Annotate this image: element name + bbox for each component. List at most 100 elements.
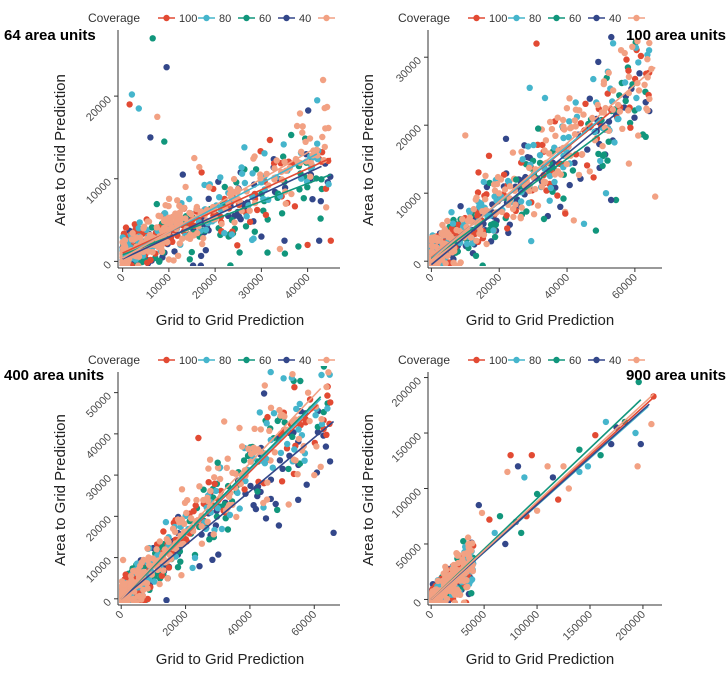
- point-last: [190, 232, 197, 239]
- point-40: [189, 262, 197, 266]
- point-last: [429, 594, 435, 601]
- point-last: [198, 540, 206, 547]
- panel-1: 0 10000 20000 30000 40000 0 10000 20000 Grid to …: [4, 11, 340, 329]
- point-100: [324, 392, 331, 399]
- point-80: [217, 174, 224, 181]
- point-last: [542, 137, 550, 144]
- outlier-point-40: [502, 540, 509, 548]
- point-60: [599, 162, 606, 169]
- legend-label-100: 100: [489, 13, 507, 25]
- point-40: [209, 556, 216, 563]
- outlier-point-80: [602, 190, 610, 197]
- point-last: [464, 534, 472, 541]
- point-80: [318, 420, 326, 428]
- point-last: [542, 178, 549, 186]
- point-80: [314, 140, 321, 147]
- point-last: [148, 571, 155, 578]
- point-80: [560, 134, 567, 142]
- outlier-point-40: [475, 501, 482, 509]
- point-100: [158, 572, 165, 579]
- y-tick-label: 40000: [84, 431, 114, 461]
- point-last: [629, 43, 636, 50]
- point-100: [246, 218, 254, 226]
- point-40: [457, 203, 464, 210]
- point-last: [144, 218, 151, 225]
- x-tick-label: 50000: [459, 609, 489, 639]
- point-last: [158, 227, 166, 234]
- point-last: [439, 592, 446, 599]
- point-last: [641, 81, 648, 89]
- point-40: [254, 492, 261, 500]
- point-80: [260, 504, 267, 511]
- point-last: [509, 205, 517, 213]
- y-tick-label: 20000: [84, 94, 114, 124]
- point-last: [453, 226, 460, 234]
- legend-key-dot-60: [243, 14, 250, 22]
- point-80: [635, 105, 642, 112]
- point-last: [135, 262, 142, 266]
- point-last: [610, 87, 617, 94]
- x-axis-title: Grid to Grid Prediction: [156, 312, 304, 329]
- point-100: [604, 90, 611, 97]
- point-40: [586, 95, 593, 102]
- point-40: [305, 107, 312, 114]
- point-60: [569, 167, 577, 174]
- y-tick-label: 100000: [390, 486, 424, 520]
- point-60: [281, 250, 289, 257]
- point-80: [226, 511, 234, 519]
- y-tick-label: 10000: [84, 555, 114, 585]
- y-tick-label: 30000: [394, 55, 424, 85]
- outlier-point-100: [485, 152, 493, 159]
- point-last: [440, 240, 447, 247]
- point-last: [193, 496, 200, 504]
- point-80: [296, 400, 303, 408]
- point-100: [192, 502, 199, 509]
- point-80: [243, 213, 250, 220]
- legend-key-dot-100: [163, 356, 170, 364]
- panel-title: 100 area units: [626, 27, 726, 44]
- point-last: [442, 260, 449, 266]
- point-last: [307, 159, 315, 167]
- point-100: [582, 100, 589, 108]
- point-last: [216, 475, 224, 483]
- point-last: [447, 586, 454, 593]
- point-last: [183, 509, 190, 517]
- point-100: [198, 169, 205, 176]
- point-60: [242, 223, 250, 230]
- point-last: [509, 149, 517, 156]
- outlier-point-40: [502, 135, 510, 142]
- outlier-point-60: [513, 176, 520, 183]
- point-last: [127, 572, 135, 580]
- legend-title: Coverage: [88, 11, 140, 25]
- point-last: [145, 561, 153, 569]
- point-last: [319, 133, 326, 141]
- point-last: [561, 126, 568, 133]
- point-40: [171, 248, 178, 255]
- outlier-point-40: [514, 463, 522, 470]
- point-last: [144, 545, 151, 552]
- point-80: [530, 141, 537, 149]
- point-last: [181, 499, 189, 506]
- point-40: [566, 181, 573, 189]
- point-40: [197, 262, 204, 266]
- point-last: [176, 202, 183, 209]
- legend-label-100: 100: [179, 13, 197, 25]
- point-80: [135, 225, 142, 232]
- point-last: [210, 531, 217, 538]
- legend: Coverage 100 80 60 40: [88, 11, 335, 25]
- points-layer: [429, 33, 659, 266]
- outlier-point-last: [570, 217, 577, 224]
- point-80: [572, 99, 579, 106]
- point-last: [196, 163, 203, 171]
- point-last: [307, 173, 314, 180]
- point-last: [557, 171, 565, 178]
- point-100: [169, 238, 176, 245]
- outlier-point-40: [295, 496, 302, 503]
- point-60: [251, 228, 258, 235]
- point-40: [260, 390, 268, 397]
- point-last: [224, 455, 231, 462]
- point-last: [498, 208, 506, 216]
- point-60: [289, 433, 296, 440]
- point-80: [597, 157, 604, 165]
- outlier-point-60: [518, 529, 525, 537]
